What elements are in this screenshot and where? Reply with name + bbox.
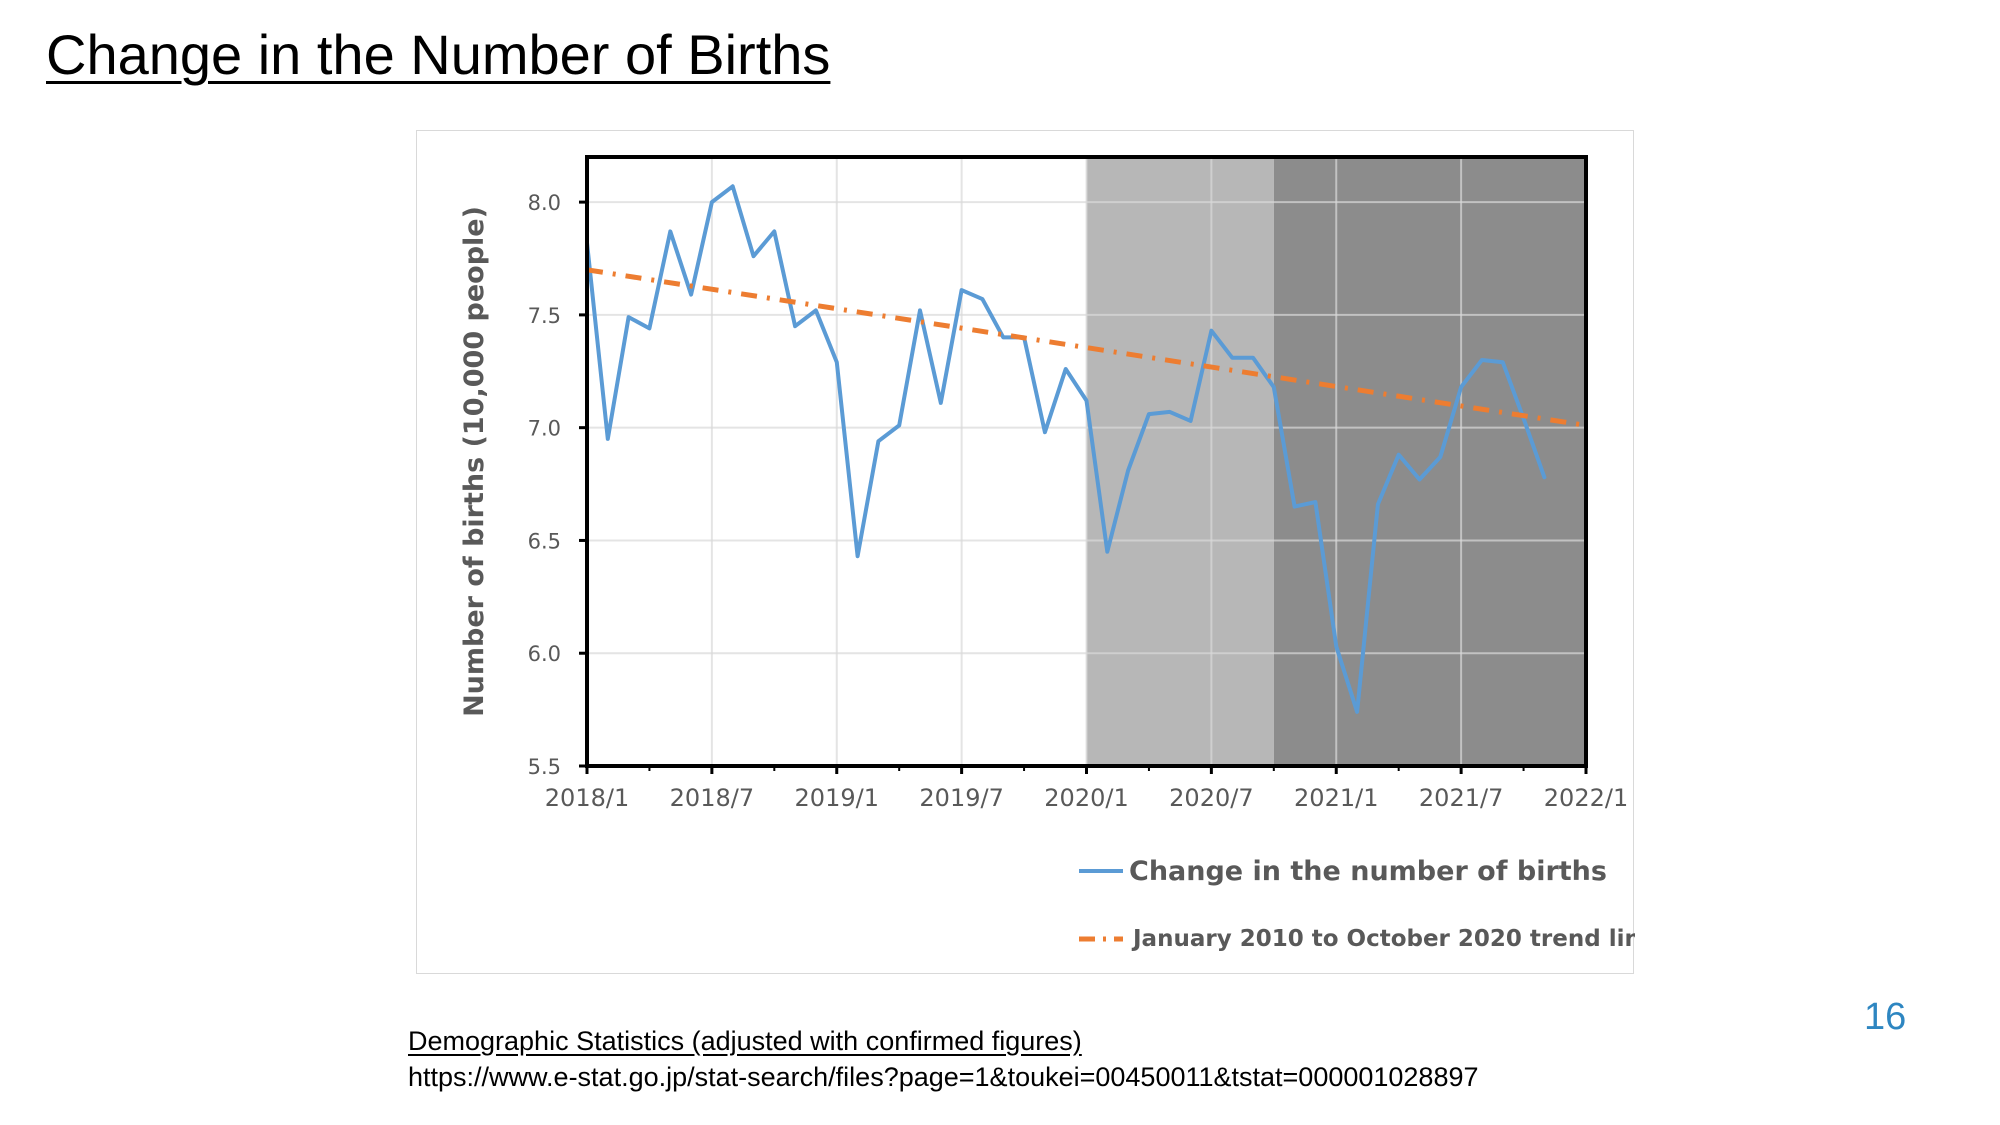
legend-births-label: Change in the number of births — [1129, 856, 1607, 887]
x-tick-label: 2022/1 — [1544, 784, 1628, 812]
y-tick-label: 6.5 — [528, 529, 561, 553]
shaded-region-1 — [1086, 157, 1274, 766]
shaded-region-2 — [1273, 157, 1586, 766]
x-tick-label: 2018/1 — [545, 784, 629, 812]
births-series-line — [585, 184, 1547, 714]
source-title: Demographic Statistics (adjusted with co… — [408, 1026, 1082, 1056]
y-axis-title: Number of births (10,000 people) — [459, 206, 490, 717]
x-tick-label: 2020/7 — [1169, 784, 1253, 812]
y-tick-label: 8.0 — [528, 191, 561, 215]
legend-trend-label: January 2010 to October 2020 trend line — [1131, 926, 1635, 952]
trend-series-line — [586, 267, 1587, 428]
slide-title: Change in the Number of Births — [46, 23, 831, 86]
births-line-chart: 2018/1 2018/7 2019/1 2019/7 2020/1 2020/7 2021… — [459, 155, 1635, 952]
x-tick-label: 2019/7 — [919, 784, 1003, 812]
y-tick-label: 6.0 — [528, 642, 561, 666]
y-tick-label: 7.0 — [528, 417, 561, 441]
page-number: 16 — [1864, 996, 1907, 1038]
source-url: https://www.e-stat.go.jp/stat-search/fil… — [408, 1062, 1479, 1092]
y-tick-label: 7.5 — [528, 304, 561, 328]
x-tick-label: 2021/7 — [1419, 784, 1503, 812]
x-tick-label: 2020/1 — [1044, 784, 1128, 812]
x-tick-label: 2019/1 — [795, 784, 879, 812]
chart-frame: 2018/1 2018/7 2019/1 2019/7 2020/1 2020/7 2021… — [416, 130, 1635, 974]
y-tick-label: 5.5 — [528, 755, 561, 779]
x-tick-label: 2018/7 — [670, 784, 754, 812]
x-tick-label: 2021/1 — [1294, 784, 1378, 812]
